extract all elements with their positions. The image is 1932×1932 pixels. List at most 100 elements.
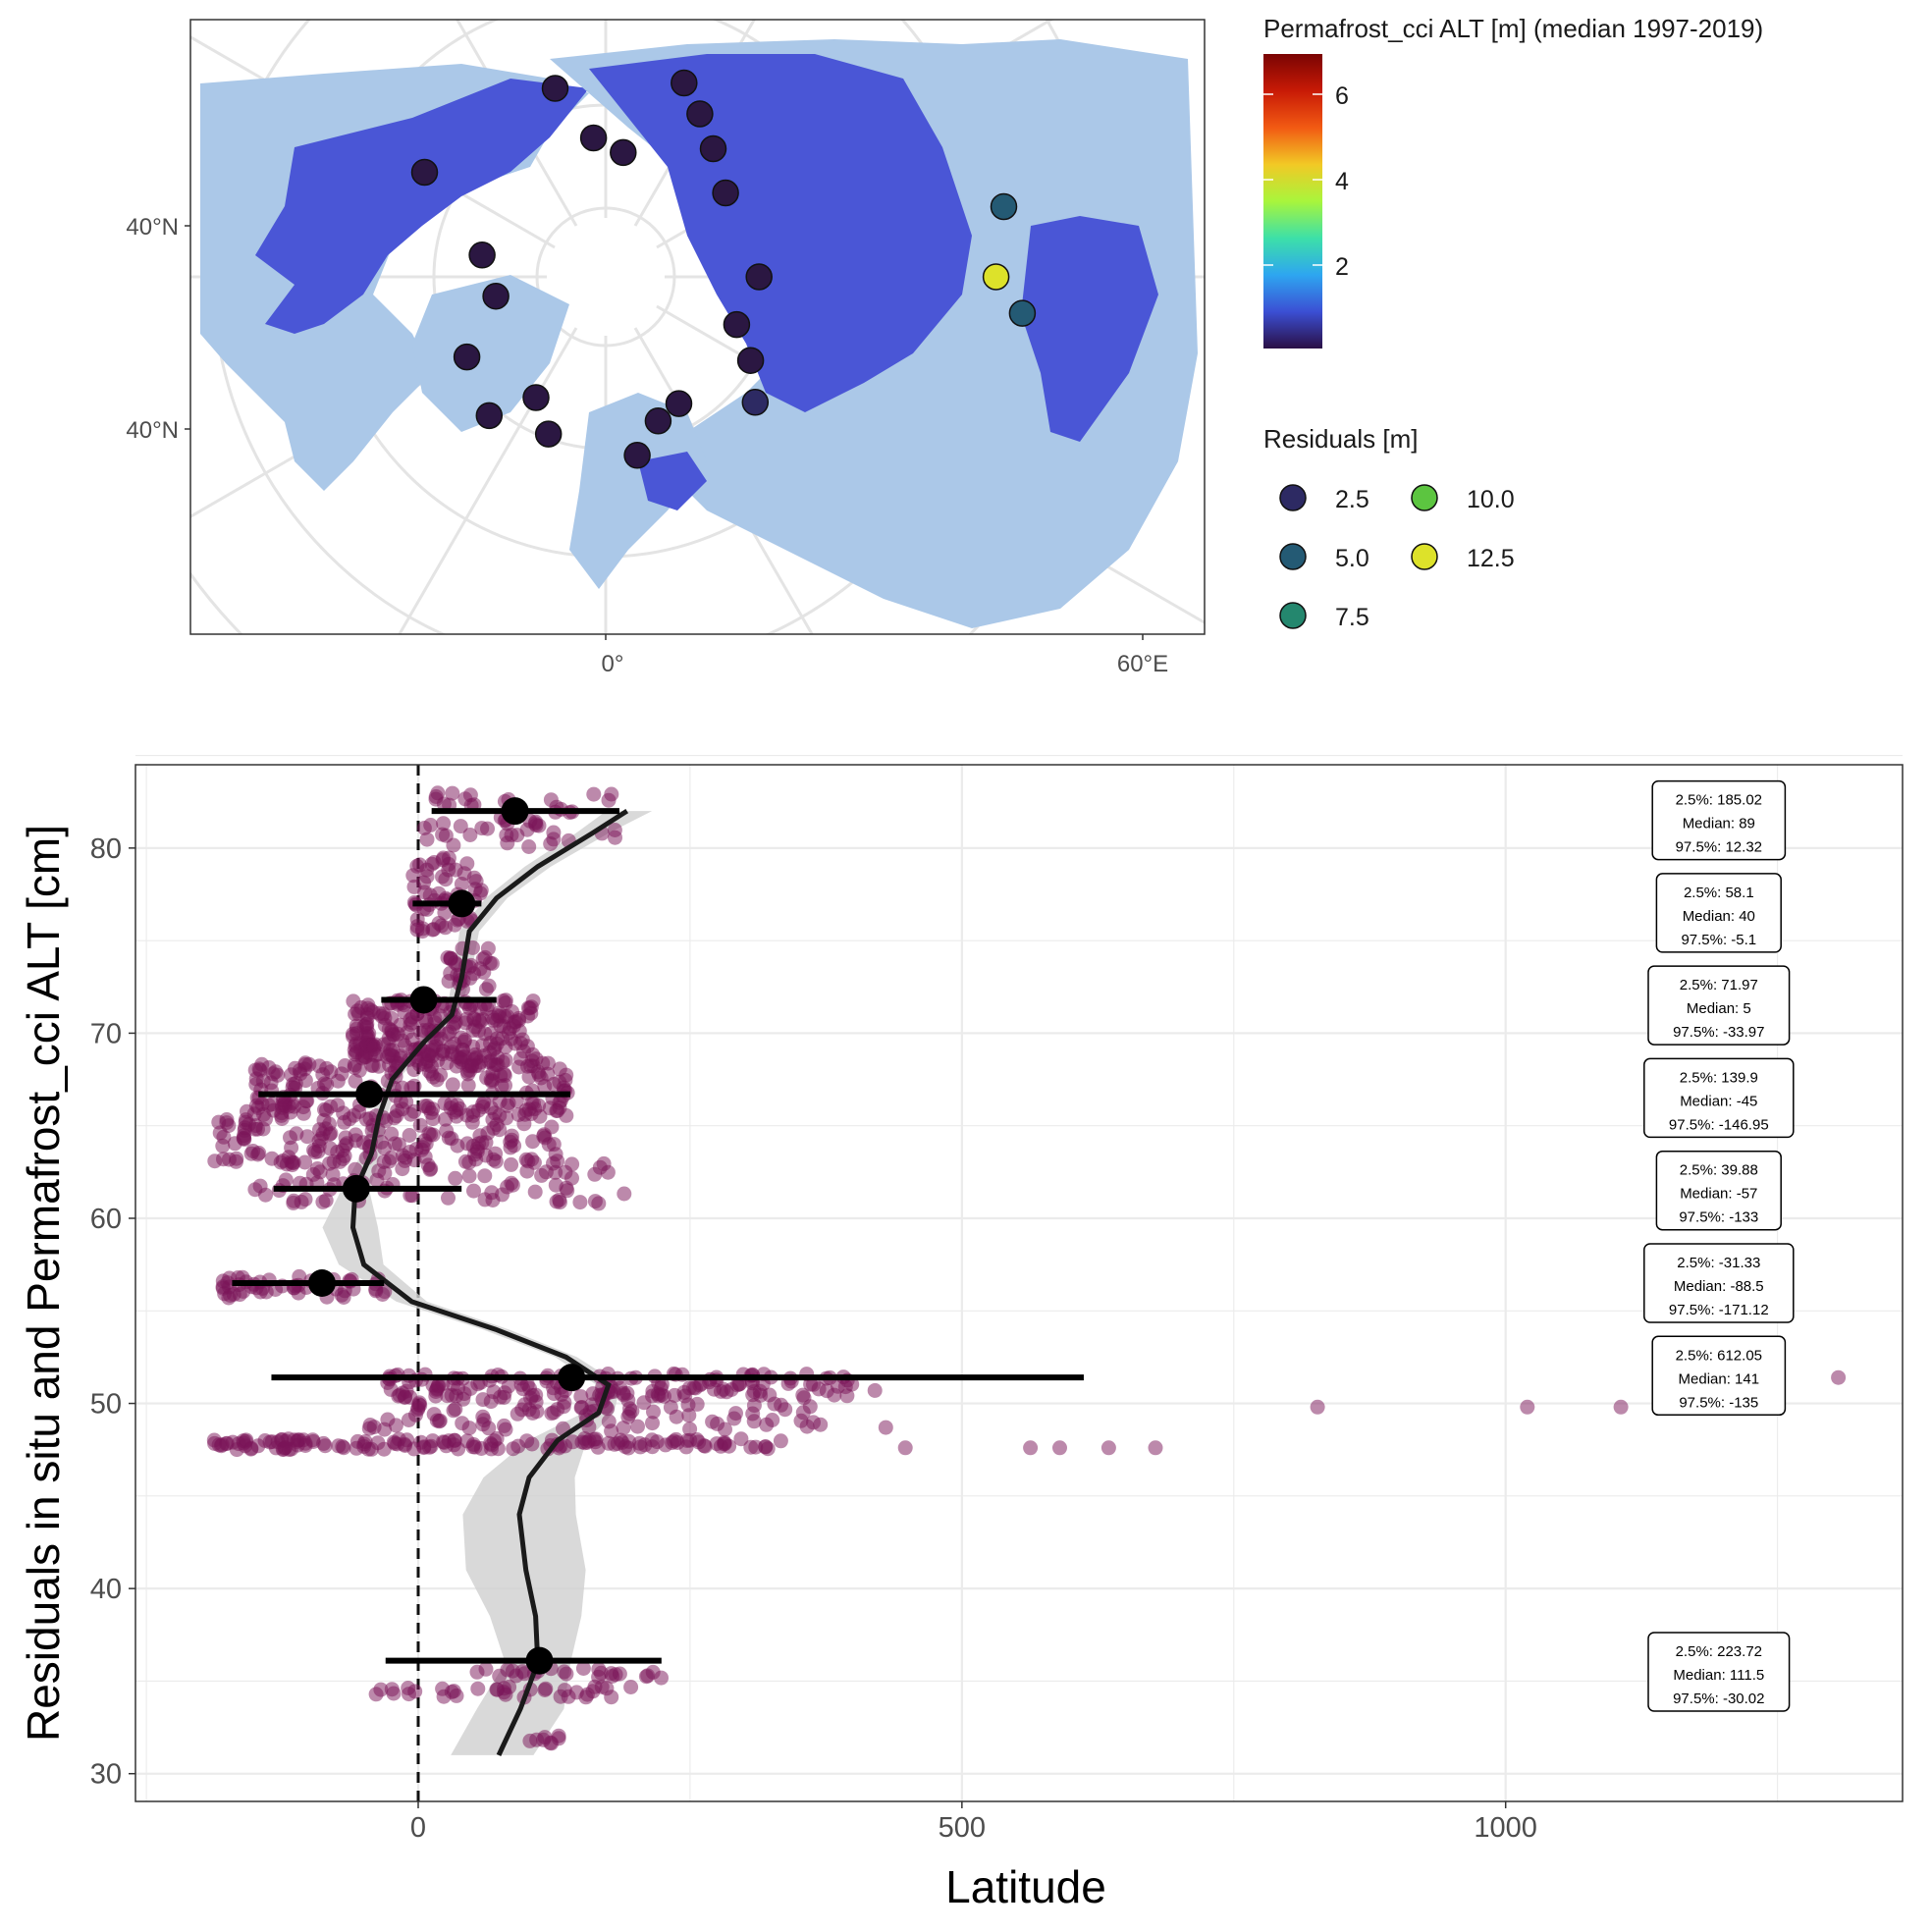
residual-point — [376, 1154, 392, 1169]
residual-point — [265, 1066, 281, 1082]
map-site-point — [468, 242, 496, 269]
residual-point — [511, 1059, 527, 1075]
residual-point — [274, 1111, 290, 1126]
y-tick-label: 40 — [90, 1574, 122, 1605]
residual-point — [412, 1057, 427, 1072]
residual-point — [587, 1166, 603, 1182]
residual-point — [258, 1111, 273, 1127]
residual-point — [616, 1421, 631, 1436]
residual-point — [316, 1112, 332, 1128]
alt-tick-label: 2 — [1335, 253, 1349, 281]
x-tick-label: 1000 — [1474, 1812, 1537, 1844]
residual-point — [505, 1177, 520, 1193]
residual-point — [773, 1433, 788, 1449]
residual-point — [495, 1031, 510, 1046]
map-site-point — [982, 263, 1010, 291]
residual-point — [573, 1389, 589, 1405]
residual-point — [549, 1103, 564, 1118]
residual-point — [605, 1669, 620, 1684]
residual-point — [681, 1408, 697, 1423]
map-site-point — [623, 442, 651, 469]
residual-point — [425, 1111, 441, 1127]
residual-point — [552, 1061, 567, 1077]
residual-point — [387, 1136, 402, 1152]
residual-point — [430, 785, 446, 801]
residual-point — [472, 1054, 488, 1070]
residual-point — [477, 949, 493, 965]
quantile-label-box: 2.5%: 71.97 Median: 5 97.5%: -33.97 — [1647, 965, 1791, 1046]
residual-point — [513, 1036, 528, 1051]
residual-point — [416, 821, 432, 835]
residual-point — [431, 886, 447, 901]
land-europe — [569, 393, 707, 589]
residual-point — [336, 1440, 351, 1456]
residual-point — [348, 1073, 363, 1089]
quantile-label-text: Median: -88.5 — [1674, 1278, 1764, 1295]
residual-outlier — [897, 1440, 913, 1456]
residual-point — [358, 1111, 374, 1127]
residual-point — [438, 1111, 454, 1127]
residual-point — [504, 1128, 519, 1144]
map-lat-axis: 40°N 40°N — [126, 214, 190, 444]
residual-point — [646, 1404, 661, 1420]
median-point — [409, 986, 438, 1014]
residual-point — [537, 1683, 553, 1697]
residual-point — [378, 1113, 394, 1129]
residual-point — [381, 1031, 397, 1046]
quantile-label-text: Median: 40 — [1683, 908, 1755, 925]
residual-point — [587, 1194, 603, 1209]
residual-point — [417, 1133, 433, 1149]
residual-point — [504, 1156, 519, 1172]
residual-point — [459, 1063, 475, 1079]
quantile-label-box: 2.5%: 185.02 Median: 89 97.5%: 12.32 — [1651, 779, 1787, 861]
residual-point — [368, 1687, 384, 1702]
residual-point — [607, 823, 622, 837]
residual-point — [537, 1730, 553, 1745]
residual-outlier — [1613, 1399, 1629, 1415]
residual-point — [207, 1435, 223, 1451]
residual-point — [513, 1376, 529, 1392]
residual-point — [525, 1134, 541, 1150]
residual-point — [438, 872, 454, 887]
residual-point — [551, 1728, 566, 1744]
residual-point — [645, 1416, 660, 1431]
residual-point — [500, 835, 515, 851]
residual-point — [523, 1390, 539, 1406]
residual-point — [718, 1422, 732, 1437]
residual-point — [322, 1155, 338, 1171]
residual-point — [462, 828, 478, 842]
residual-point — [496, 1390, 511, 1405]
residual-point — [578, 1690, 594, 1705]
map-lon-label: 60°E — [1117, 651, 1168, 677]
y-tick-label: 70 — [90, 1018, 122, 1049]
residual-point — [486, 1152, 502, 1167]
quantile-label-box: 2.5%: 223.72 Median: 111.5 97.5%: -30.02 — [1647, 1632, 1791, 1712]
residual-point — [330, 1073, 346, 1089]
residual-key-7-5 — [1279, 602, 1307, 629]
map-sites — [410, 69, 1037, 469]
residual-point — [654, 1670, 669, 1686]
residual-point — [436, 850, 452, 866]
quantile-label-text: Median: -45 — [1680, 1093, 1757, 1109]
residual-point — [349, 1018, 364, 1034]
residual-point — [416, 1023, 431, 1039]
residual-point — [600, 1164, 616, 1180]
map-site-point — [665, 390, 693, 417]
residual-point — [218, 1436, 234, 1452]
map-site-point — [741, 389, 770, 416]
residual-point — [478, 1661, 494, 1677]
residual-point — [401, 1681, 416, 1695]
alt-colorbar — [1263, 54, 1322, 349]
residual-point — [481, 1421, 497, 1436]
residual-point — [443, 951, 458, 967]
residual-point — [466, 1437, 481, 1452]
residual-point — [466, 1010, 482, 1026]
residual-point — [278, 1433, 294, 1449]
residual-point — [536, 1127, 552, 1143]
residual-point — [402, 1106, 418, 1122]
residual-point — [590, 1439, 606, 1455]
residual-point — [349, 1045, 364, 1060]
residual-point — [436, 816, 452, 832]
residual-point — [778, 1402, 793, 1418]
residual-point — [431, 1414, 447, 1429]
